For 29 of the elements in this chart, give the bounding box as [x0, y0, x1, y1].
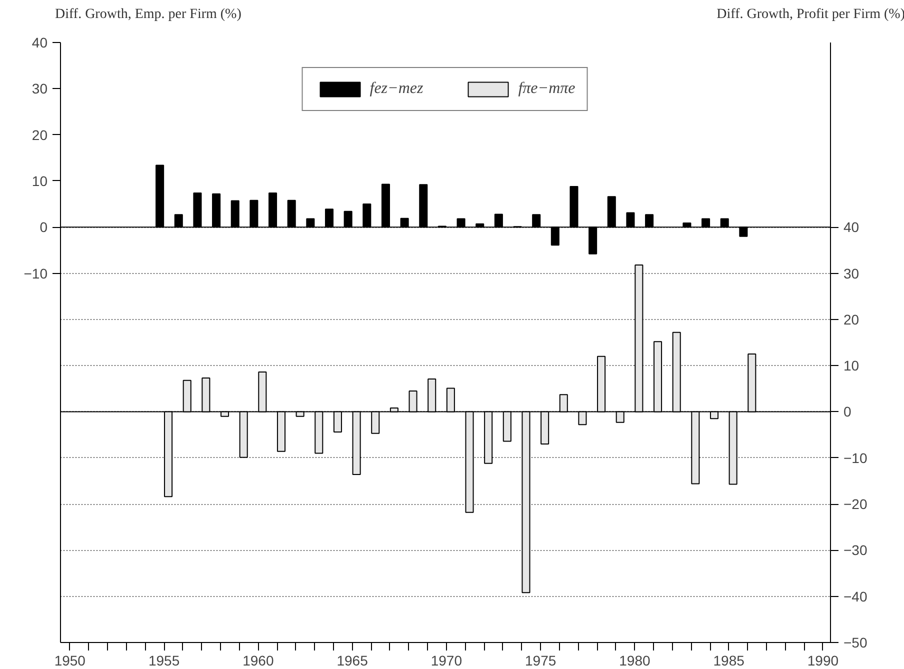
y-tick-label: −10	[24, 265, 48, 282]
y2-tick-label: −20	[844, 496, 868, 512]
x-tick-label: 1970	[430, 652, 462, 668]
y-tick-label: 0	[40, 219, 48, 236]
y-axis-title: Diff. Growth, Emp. per Firm (%)	[55, 6, 242, 24]
y-tick-label: 20	[32, 126, 48, 143]
x-tick-label: 1980	[619, 652, 650, 668]
y2-tick-label: −50	[844, 634, 868, 650]
y-tick-label: 30	[32, 80, 48, 97]
x-tick-label: 1985	[713, 652, 745, 668]
y2-tick-label: 30	[844, 265, 860, 282]
x-tick-label: 1960	[242, 652, 274, 668]
x-tick-label: 1990	[807, 652, 839, 668]
y2-tick-label: 20	[844, 311, 860, 328]
legend-label: fez−mez	[370, 80, 424, 98]
legend-label: fπe−mπe	[518, 80, 576, 98]
y2-tick-label: 0	[844, 404, 852, 420]
x-tick-label: 1955	[148, 652, 180, 668]
x-tick-label: 1965	[336, 652, 368, 668]
y2-tick-label: 40	[844, 219, 860, 236]
y2-tick-label: −10	[844, 450, 868, 466]
y-tick-label: 40	[32, 34, 48, 50]
y2-tick-label: 10	[844, 358, 860, 374]
y2-tick-label: −40	[844, 588, 868, 604]
y-tick-label: 10	[32, 172, 48, 189]
x-tick-label: 1975	[525, 652, 556, 668]
y2-axis-title: Diff. Growth, Profit per Firm (%)	[716, 6, 904, 24]
x-tick-label: 1950	[54, 652, 86, 668]
y2-tick-label: −30	[844, 542, 868, 558]
